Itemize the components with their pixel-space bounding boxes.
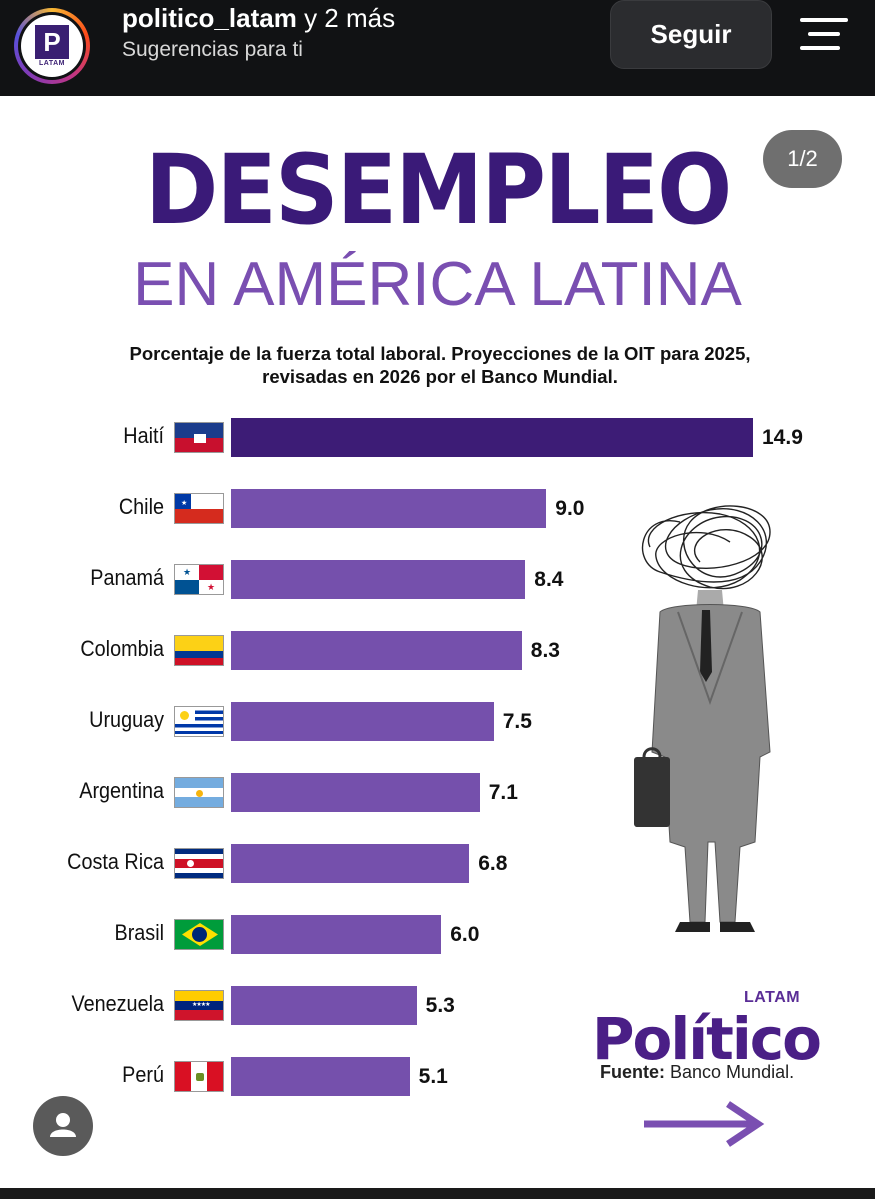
user-icon xyxy=(50,1113,76,1137)
post-header: P LATAM politico_latam y 2 más Sugerenci… xyxy=(0,0,875,96)
bar-value-label: 9.0 xyxy=(555,497,585,520)
category-label: Uruguay xyxy=(89,707,164,732)
bar-value-label: 7.1 xyxy=(488,781,518,804)
chart-bar xyxy=(231,1057,410,1096)
country-flag-icon: ★ xyxy=(174,493,224,524)
user-tags-button[interactable] xyxy=(33,1096,93,1156)
bar-value-label: 5.1 xyxy=(418,1065,448,1088)
chart-bar xyxy=(231,560,526,599)
bar-value-label: 8.4 xyxy=(534,568,564,591)
chart-bar xyxy=(231,418,753,457)
chart-bar xyxy=(231,489,547,528)
bar-value-label: 8.3 xyxy=(530,639,560,662)
suggestions-label: Sugerencias para ti xyxy=(122,38,303,61)
chart-bar xyxy=(231,844,470,883)
brand-logo: Político xyxy=(592,1005,822,1073)
country-flag-icon xyxy=(174,706,224,737)
man-with-scribbled-head-illustration xyxy=(634,505,771,932)
account-avatar[interactable]: P LATAM xyxy=(14,8,90,84)
country-flag-icon: ★★★★ xyxy=(174,990,224,1021)
category-label: Costa Rica xyxy=(67,849,164,874)
category-label: Colombia xyxy=(80,636,164,661)
chart-bar xyxy=(231,986,417,1025)
account-name[interactable]: politico_latam y 2 más xyxy=(122,3,396,33)
country-flag-icon xyxy=(174,1061,224,1092)
country-flag-icon xyxy=(174,635,224,666)
bar-value-label: 7.5 xyxy=(502,710,532,733)
bottom-bar xyxy=(0,1188,875,1199)
category-label: Argentina xyxy=(79,778,164,803)
page-indicator: 1/2 xyxy=(763,130,842,188)
category-label: Panamá xyxy=(90,565,164,590)
country-flag-icon xyxy=(174,777,224,808)
follow-button[interactable]: Seguir xyxy=(610,0,772,69)
brand-tag: LATAM xyxy=(744,989,801,1006)
bar-value-label: 14.9 xyxy=(762,426,803,449)
country-flag-icon: ★ ★ xyxy=(174,564,224,595)
bar-value-label: 6.8 xyxy=(478,852,508,875)
account-more: y 2 más xyxy=(304,3,396,33)
chart-description: Porcentaje de la fuerza total laboral. P… xyxy=(129,343,751,387)
post-image[interactable]: 1/2 DESEMPLEO EN AMÉRICA LATINA Porcenta… xyxy=(0,96,875,1188)
bar-value-label: 6.0 xyxy=(450,923,480,946)
chart-bar xyxy=(231,702,494,741)
chart-bar xyxy=(231,915,442,954)
category-label: Perú xyxy=(122,1062,164,1087)
politico-logo-icon: P LATAM xyxy=(21,15,83,77)
next-arrow-icon[interactable] xyxy=(644,1100,766,1148)
post-subtitle: EN AMÉRICA LATINA xyxy=(133,250,742,319)
bar-value-label: 5.3 xyxy=(425,994,455,1017)
country-flag-icon xyxy=(174,848,224,879)
category-label: Brasil xyxy=(114,920,164,945)
source-note: Fuente: Banco Mundial. xyxy=(600,1062,795,1082)
category-label: Chile xyxy=(118,494,164,519)
chart-bar xyxy=(231,631,522,670)
chart-bar xyxy=(231,773,480,812)
menu-icon[interactable] xyxy=(800,18,848,50)
category-label: Haití xyxy=(123,423,164,448)
country-flag-icon xyxy=(174,919,224,950)
category-label: Venezuela xyxy=(71,991,164,1016)
country-flag-icon xyxy=(174,422,224,453)
post-title: DESEMPLEO xyxy=(145,134,732,246)
